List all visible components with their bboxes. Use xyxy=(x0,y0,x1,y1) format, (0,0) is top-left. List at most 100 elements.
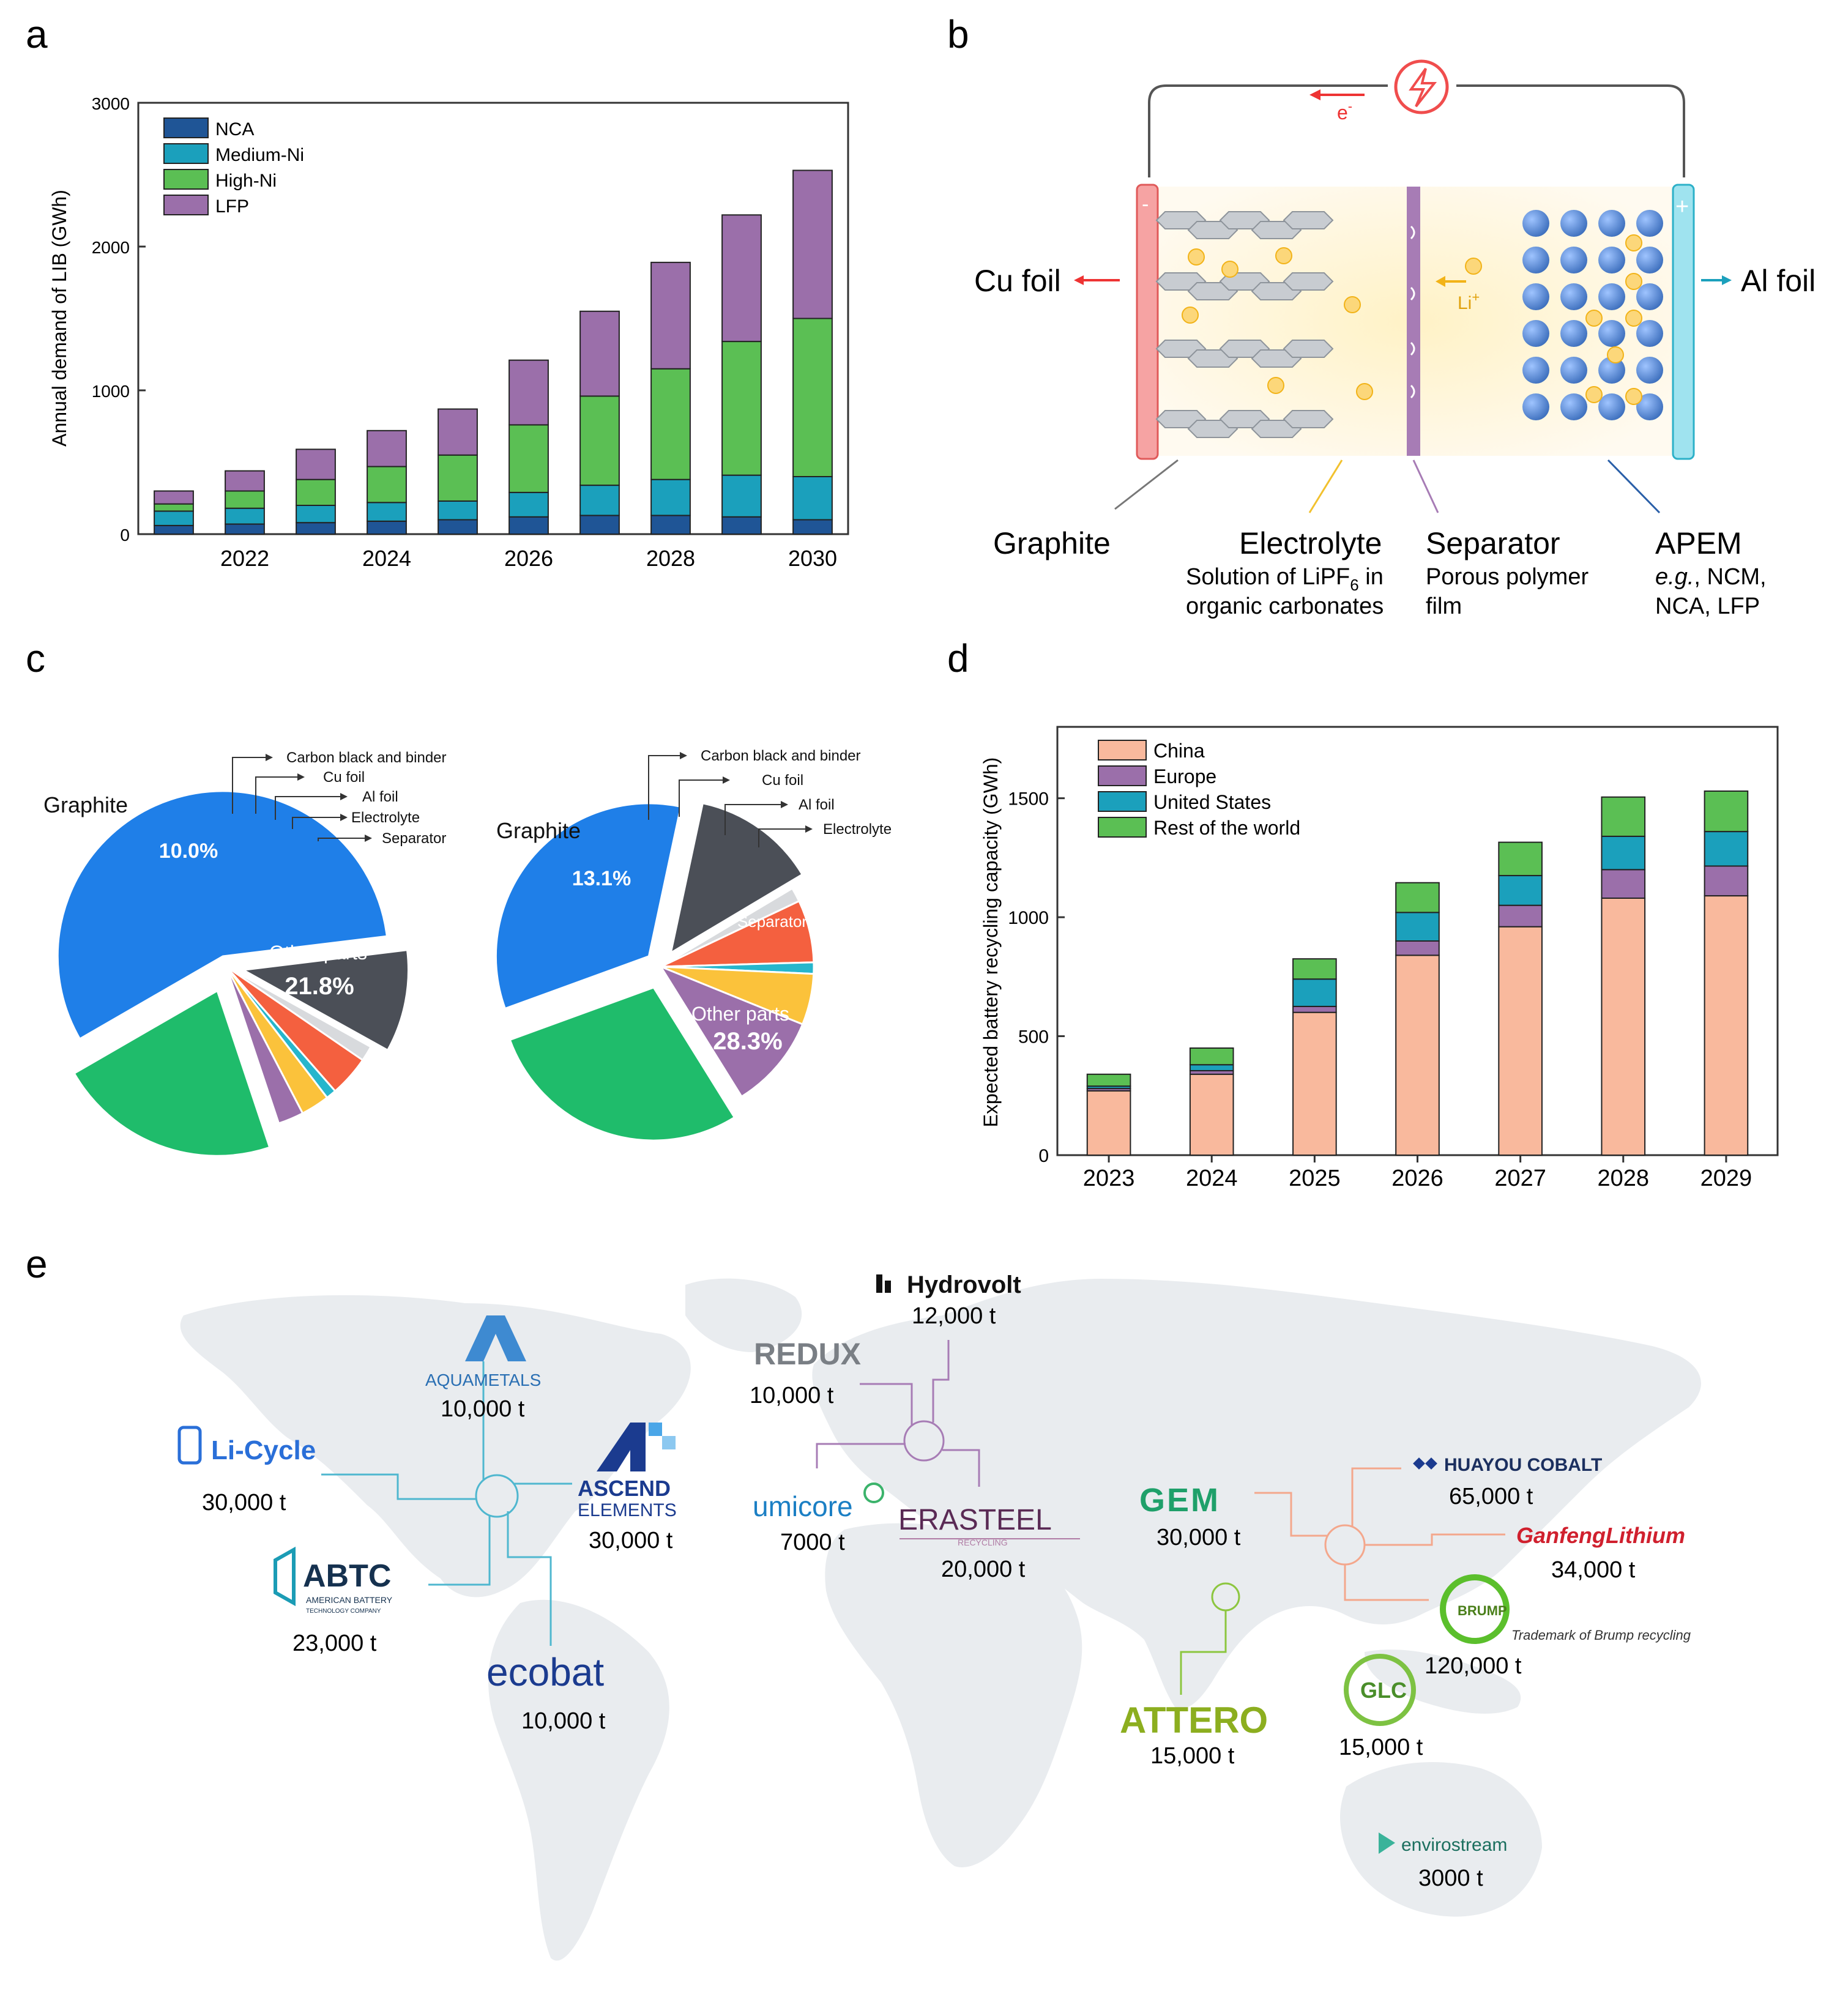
pie-slice-other-parts xyxy=(508,986,736,1142)
cathode-particle xyxy=(1598,283,1625,310)
bar-china-2029 xyxy=(1704,895,1749,1156)
load-icon xyxy=(1394,59,1449,114)
al-foil-arrow-head xyxy=(1722,275,1732,285)
ytick-label: 500 xyxy=(1018,1027,1049,1047)
bar-nca-2022 xyxy=(225,523,265,535)
huayou-amount: 65,000 t xyxy=(1449,1484,1533,1509)
callout-label: Carbon black and binder xyxy=(701,748,861,764)
graphite-sheet xyxy=(1283,211,1334,229)
company-abtc: ABTC AMERICAN BATTERY TECHNOLOGY COMPANY… xyxy=(274,1546,393,1656)
bar-europe-2025 xyxy=(1292,1005,1337,1013)
bar-medium-ni-2030 xyxy=(792,476,833,521)
cathode-particle xyxy=(1560,283,1587,310)
legend-label: China xyxy=(1153,740,1205,762)
chart-d-ylabel: Expected battery recycling capacity (GWh… xyxy=(980,757,1002,1128)
legend-swatch xyxy=(163,169,209,190)
callout-line xyxy=(275,796,343,820)
erasteel-logo-2: RECYCLING xyxy=(958,1538,1008,1547)
bar-rest-of-the-world-2026 xyxy=(1395,882,1440,913)
hydrovolt-logo: Hydrovolt xyxy=(907,1271,1021,1298)
huayou-icon xyxy=(1413,1457,1425,1470)
cu-foil-collector xyxy=(1136,184,1159,460)
company-umicore: umicore 7000 t xyxy=(753,1482,884,1555)
bar-medium-ni-2028 xyxy=(650,478,691,516)
chart-a-bars xyxy=(154,169,833,535)
cathode-particle xyxy=(1522,393,1549,420)
cathode-particles xyxy=(1522,210,1663,420)
bar-lfp-2030 xyxy=(792,169,833,319)
umicore-logo: umicore xyxy=(753,1490,853,1522)
ganfeng-amount: 34,000 t xyxy=(1551,1557,1636,1583)
electrolyte-label: Electrolyte xyxy=(1239,526,1382,560)
envirostream-amount: 3000 t xyxy=(1418,1865,1483,1891)
ytick-label: 0 xyxy=(120,526,130,545)
erasteel-logo: ERASTEEL xyxy=(898,1504,1052,1536)
separator-desc-1: Porous polymer xyxy=(1426,564,1589,590)
callout-label: Electrolyte xyxy=(351,809,420,826)
li-ion-label: Li+ xyxy=(1458,289,1480,313)
legend-label: Medium-Ni xyxy=(215,145,304,165)
plus-sign: + xyxy=(1675,194,1689,220)
bar-china-2026 xyxy=(1395,954,1440,1156)
bar-nca-2029 xyxy=(721,516,762,535)
callout-line xyxy=(292,817,343,829)
company-attero: ATTERO 15,000 t xyxy=(1120,1700,1268,1769)
li-ion xyxy=(1625,388,1642,405)
callout-label: Al foil xyxy=(362,789,398,805)
bar-medium-ni-2027 xyxy=(579,485,620,516)
callout-arrow xyxy=(340,793,348,800)
bar-nca-2028 xyxy=(650,515,691,535)
electrolyte-desc-2: organic carbonates xyxy=(1186,593,1384,619)
pie-slice-graphite xyxy=(240,948,409,1052)
company-li-cycle: Li-Cycle 30,000 t xyxy=(177,1426,316,1516)
al-foil-label: Al foil xyxy=(1741,264,1816,298)
ytick-label: 1500 xyxy=(1008,789,1049,809)
electrolyte-leader xyxy=(1308,459,1343,513)
huayou-icon-2 xyxy=(1425,1457,1437,1470)
pie-slice-separator xyxy=(225,966,304,1125)
separator-pores xyxy=(1410,225,1415,399)
bar-lfp-2026 xyxy=(508,359,549,426)
electron-arrow-head xyxy=(1309,89,1320,100)
redux-logo: REDUX xyxy=(754,1337,861,1371)
callout-arrow xyxy=(266,754,273,761)
umicore-amount: 7000 t xyxy=(780,1530,845,1555)
chart-a-legend: NCA Medium-Ni High-Ni LFP xyxy=(163,117,304,217)
apem-label: APEM xyxy=(1655,526,1742,560)
chart-a-ylabel: Annual demand of LIB (GWh) xyxy=(48,190,70,447)
al-foil-collector xyxy=(1672,184,1695,460)
company-huayou: HUAYOU COBALT 65,000 t xyxy=(1413,1455,1602,1509)
cathode-particle xyxy=(1598,210,1625,237)
panel-label-e: e xyxy=(26,1242,48,1286)
li-ions xyxy=(1182,234,1642,405)
callout-arrow xyxy=(365,835,372,842)
bar-united-states-2027 xyxy=(1498,875,1543,906)
cathode-particle xyxy=(1598,320,1625,347)
pie-slice-separator xyxy=(658,964,804,1098)
bar-china-2023 xyxy=(1086,1090,1131,1156)
ascend-icon xyxy=(597,1423,646,1471)
graphite-layers xyxy=(1155,211,1334,438)
bar-lfp-2027 xyxy=(579,310,620,397)
separator-label: Separator xyxy=(1426,526,1560,560)
company-ganfeng: GanfengLithium 34,000 t xyxy=(1516,1523,1685,1583)
legend-label: LFP xyxy=(215,196,249,217)
company-hydrovolt: Hydrovolt 12,000 t xyxy=(876,1271,1021,1329)
bar-united-states-2024 xyxy=(1189,1064,1234,1071)
ytick-label: 1000 xyxy=(1008,908,1049,928)
bar-nca-2030 xyxy=(792,519,833,535)
li-cycle-battery-icon xyxy=(177,1426,202,1465)
apem-desc-2: NCA, LFP xyxy=(1655,593,1760,619)
xtick-label: 2026 xyxy=(504,546,553,571)
legend-swatch xyxy=(1098,817,1147,838)
connectors-north-america xyxy=(321,1361,572,1646)
envirostream-logo: envirostream xyxy=(1401,1835,1507,1855)
pie-label: Other parts xyxy=(269,942,367,964)
ytick-label: 0 xyxy=(1038,1146,1049,1166)
li-ion xyxy=(1625,234,1642,251)
map-australia xyxy=(1340,1762,1542,1917)
pie-percent: 21.8% xyxy=(285,973,354,1000)
brump-trademark: Trademark of Brump recycling xyxy=(1511,1627,1691,1643)
pie-label: Graphite xyxy=(496,818,581,843)
